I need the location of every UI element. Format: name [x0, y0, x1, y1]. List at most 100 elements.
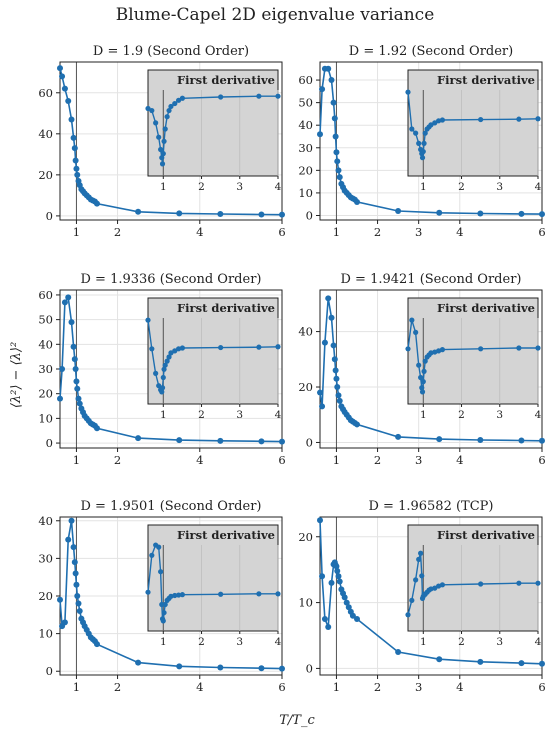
inset-data-point — [419, 389, 426, 395]
data-point — [94, 641, 100, 648]
inset-data-point — [172, 592, 178, 599]
inset-data-point — [439, 347, 446, 353]
inset-x-tick-label: 2 — [198, 181, 205, 193]
plot-frame — [319, 516, 543, 676]
y-tick-label: 20 — [298, 380, 313, 394]
x-tick-label: 1 — [73, 453, 80, 467]
data-point — [319, 86, 326, 93]
data-point — [75, 395, 82, 402]
y-tick-label: 0 — [46, 664, 53, 678]
data-point — [217, 437, 224, 444]
data-point — [59, 366, 66, 372]
data-point — [518, 660, 525, 667]
inset-data-point — [149, 346, 155, 352]
inset-data-point — [164, 358, 170, 364]
inset-data-point — [162, 362, 168, 368]
data-point — [436, 656, 443, 663]
inset-x-tick-label: 1 — [420, 181, 427, 193]
x-tick-label: 2 — [114, 453, 121, 467]
data-point — [65, 294, 72, 301]
y-tick-label: 40 — [38, 514, 53, 528]
inset-data-point — [149, 107, 155, 114]
data-point — [279, 211, 285, 218]
data-point — [330, 342, 337, 349]
inset-data-point — [405, 612, 411, 618]
inset-data-point — [419, 573, 425, 579]
data-point — [72, 366, 79, 372]
y-tick-label: 10 — [298, 596, 313, 610]
data-point — [335, 392, 342, 399]
inset-data-point — [420, 379, 426, 385]
x-axis-label: T/T_c — [279, 713, 315, 728]
inset-data-point — [535, 580, 541, 586]
inset-data-point — [275, 344, 281, 350]
inset-x-tick-label: 2 — [458, 409, 465, 421]
data-point — [258, 665, 265, 672]
data-point — [59, 73, 66, 80]
y-tick-label: 0 — [46, 436, 53, 450]
inset-data-point — [179, 345, 186, 351]
inset-title: First derivative — [437, 301, 535, 315]
inset-data-point — [439, 117, 446, 123]
x-tick-label: 4 — [456, 453, 463, 467]
inset-data-point — [422, 358, 428, 364]
data-point — [332, 133, 339, 140]
inset-data-point — [413, 329, 419, 335]
data-point — [73, 581, 80, 588]
inset-x-tick-label: 4 — [535, 181, 542, 193]
y-tick-label: 0 — [46, 209, 53, 223]
inset-data-point — [416, 556, 422, 563]
inset-data-point — [421, 368, 427, 374]
y-tick-label: 30 — [38, 551, 53, 565]
chart-title: D = 1.9 (Second Order) — [93, 44, 249, 59]
inset-data-point — [156, 134, 162, 140]
inset-data-point — [168, 350, 174, 356]
inset-data-point — [156, 544, 162, 550]
inset-data-point — [422, 130, 428, 136]
inset-data-point — [145, 105, 151, 112]
data-point — [539, 660, 545, 667]
x-tick-label: 4 — [456, 225, 463, 239]
data-point — [331, 115, 338, 122]
data-point — [74, 385, 81, 392]
inset-data-point — [161, 366, 167, 372]
data-point — [71, 145, 78, 152]
data-point — [336, 578, 343, 585]
inset-data-point — [162, 126, 168, 132]
inset-x-tick-label: 3 — [236, 636, 243, 648]
inset-data-point — [413, 130, 419, 136]
inset-data-point — [478, 346, 484, 352]
inset-data-point — [416, 140, 422, 146]
inset-data-point — [478, 581, 484, 587]
data-point — [395, 433, 402, 440]
data-point — [335, 167, 342, 174]
data-point — [70, 134, 77, 141]
inset-data-point — [218, 344, 224, 351]
inset-data-point — [428, 122, 434, 128]
data-point — [57, 596, 63, 603]
data-point — [332, 367, 339, 374]
x-tick-label: 1 — [333, 453, 340, 467]
inset-data-point — [159, 385, 166, 391]
data-point — [279, 665, 285, 672]
y-tick-label: 50 — [38, 313, 53, 327]
data-point — [539, 437, 545, 444]
inset-data-point — [405, 89, 411, 95]
inset-data-point — [162, 601, 168, 608]
data-point — [395, 648, 402, 655]
y-tick-label: 50 — [298, 96, 313, 110]
x-tick-label: 2 — [374, 453, 381, 467]
inset-data-point — [418, 550, 424, 556]
y-tick-label: 10 — [38, 411, 53, 425]
inset-title: First derivative — [177, 528, 275, 542]
data-point — [325, 295, 332, 302]
inset-x-tick-label: 4 — [535, 636, 542, 648]
figure-title: Blume-Capel 2D eigenvalue variance — [116, 5, 435, 25]
data-point — [333, 563, 340, 570]
data-point — [334, 158, 341, 165]
y-axis-label: ⟨λ²⟩ − ⟨λ⟩² — [9, 342, 24, 408]
inset-data-point — [175, 97, 182, 103]
x-tick-label: 1 — [333, 680, 340, 694]
inset-title: First derivative — [177, 301, 275, 315]
data-point — [331, 356, 338, 363]
